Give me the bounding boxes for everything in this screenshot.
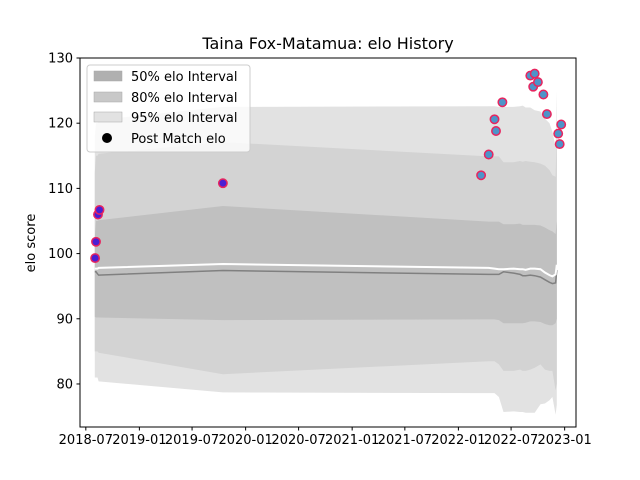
median-elo-line — [94, 269, 558, 285]
post-match-elo-point — [554, 139, 565, 150]
post-match-elo-point — [90, 253, 101, 264]
y-tick-label: 80 — [56, 377, 73, 392]
legend-label: 50% elo Interval — [131, 70, 238, 85]
plot-area — [90, 68, 567, 415]
x-tick-label: 2021-07 — [378, 433, 432, 448]
legend-label: 95% elo Interval — [131, 111, 238, 126]
x-tick-label: 2022-07 — [484, 433, 538, 448]
post-match-elo-point — [483, 149, 494, 160]
post-match-elo-point — [489, 114, 500, 125]
post-match-elo-point — [91, 236, 101, 247]
x-tick-label: 2022-01 — [431, 433, 485, 448]
post-match-elo-point — [491, 126, 501, 136]
post-match-elo-point — [538, 89, 549, 100]
post-match-elo-point — [553, 128, 564, 139]
y-tick-label: 90 — [56, 312, 73, 327]
x-tick-label: 2019-07 — [165, 433, 219, 448]
y-axis-label: elo score — [24, 214, 39, 273]
post-match-elo-point — [217, 178, 228, 189]
legend-box — [86, 64, 251, 153]
x-tick-label: 2020-07 — [271, 433, 325, 448]
post-match-elo-point — [529, 68, 540, 79]
post-match-elo-point — [476, 170, 487, 181]
post-match-elo-point — [532, 77, 543, 88]
post-match-elo-point — [556, 119, 567, 130]
x-tick-label: 2018-07 — [59, 433, 113, 448]
plot-content — [90, 68, 567, 415]
legend-label: 80% elo Interval — [131, 91, 238, 106]
x-tick-label: 2020-01 — [218, 433, 272, 448]
legend-marker — [102, 133, 112, 143]
axes-frame — [79, 57, 577, 428]
y-tick-label: 130 — [48, 52, 73, 67]
legend-swatch — [93, 111, 123, 123]
chart-title: Taina Fox-Matamua: elo History — [201, 34, 453, 53]
expected-elo-line — [94, 262, 558, 278]
legend: 50% elo Interval 80% elo Interval 95% elo … — [86, 64, 251, 153]
y-tick-label: 110 — [48, 182, 73, 197]
x-tick-label: 2019-01 — [112, 433, 166, 448]
post-match-elo-point — [497, 97, 508, 108]
legend-label: Post Match elo — [131, 132, 226, 147]
legend-swatch — [93, 70, 123, 82]
x-tick-label: 2023-01 — [537, 433, 591, 448]
y-tick-label: 120 — [48, 117, 73, 132]
post-match-elo-point — [541, 109, 552, 120]
x-tick-label: 2021-01 — [325, 433, 379, 448]
y-tick-label: 100 — [48, 247, 73, 262]
post-match-elo-point — [94, 204, 105, 215]
legend-swatch — [93, 91, 123, 103]
